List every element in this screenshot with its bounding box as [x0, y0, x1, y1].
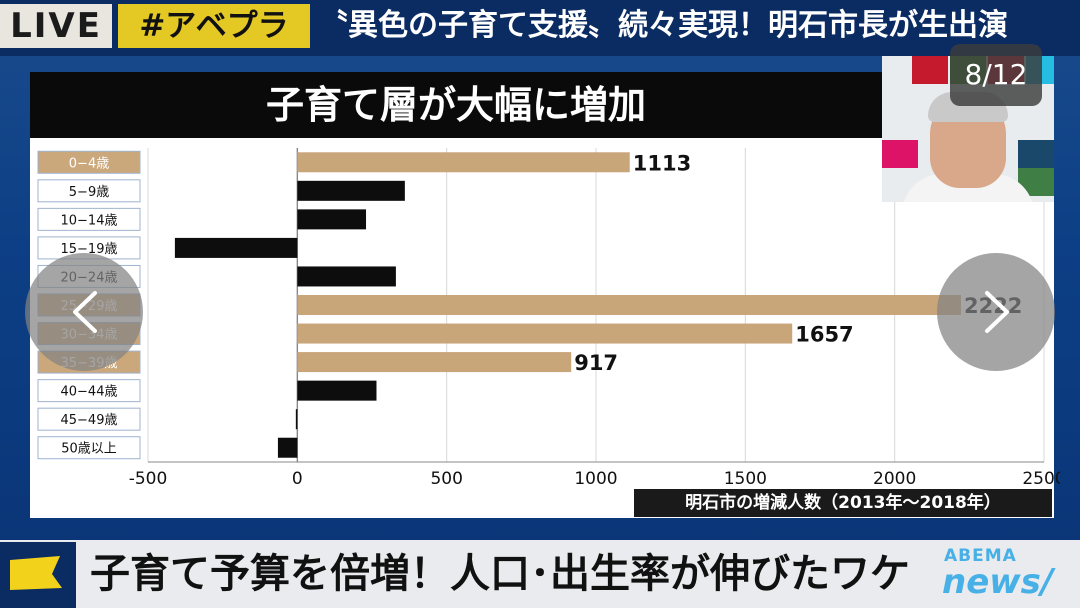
x-tick-label: 0 — [292, 469, 303, 489]
category-label-box — [37, 179, 141, 203]
bottom-bar — [0, 540, 1080, 608]
bottom-headline: 子育て予算を倍増！人口･出生率が伸びたワケ — [90, 551, 910, 597]
x-tick-label: 500 — [430, 469, 462, 489]
data-label: 1113 — [633, 151, 691, 175]
hashtag-badge: #アベプラ — [118, 4, 310, 48]
bar — [297, 380, 377, 401]
data-label: 917 — [574, 351, 618, 375]
data-label: 1657 — [795, 323, 853, 347]
category-label-box — [37, 436, 141, 460]
category-label-box — [37, 379, 141, 403]
live-badge: LIVE — [0, 4, 112, 48]
bar — [297, 180, 405, 201]
x-tick-label: 1000 — [574, 469, 617, 489]
ticker-headline: 〝異色の子育て支援〟続々実現！明石市長が生出演 — [318, 8, 1008, 43]
category-label: 10−14歳 — [61, 213, 118, 228]
category-label: 45−49歳 — [61, 413, 118, 428]
category-label-box — [37, 207, 141, 231]
x-tick-label: -500 — [129, 469, 168, 489]
category-label: 40−44歳 — [61, 385, 118, 400]
logo-bottom-text: news/ — [942, 562, 1054, 602]
category-label-box — [37, 407, 141, 431]
next-slide-button[interactable] — [937, 253, 1055, 371]
bar — [174, 237, 298, 258]
logo-top-text: ABEMA — [944, 546, 1017, 566]
chart-title: 子育て層が大幅に増加 — [30, 72, 882, 138]
category-label: 50歳以上 — [61, 442, 117, 457]
flag-icon — [10, 556, 62, 590]
bar — [297, 266, 396, 287]
bar — [277, 437, 298, 458]
category-label: 0−4歳 — [69, 156, 109, 171]
top-ticker: LIVE #アベプラ 〝異色の子育て支援〟続々実現！明石市長が生出演 — [0, 0, 1080, 56]
bar — [297, 152, 630, 173]
page-counter: 8/12 — [950, 44, 1042, 106]
x-tick-label: 1500 — [724, 469, 767, 489]
category-label-box — [37, 150, 141, 174]
chevron-left-icon — [73, 291, 97, 333]
category-label: 5−9歳 — [69, 185, 109, 200]
bar — [297, 323, 793, 344]
bar — [297, 209, 367, 230]
bar — [297, 352, 572, 373]
bar — [297, 295, 961, 315]
x-tick-label: 2000 — [873, 469, 916, 489]
chevron-right-icon — [985, 291, 1009, 333]
bar — [295, 409, 298, 430]
chart-caption: 明石市の増減人数（2013年〜2018年） — [634, 489, 1052, 517]
abema-news-logo: ABEMA news/ — [934, 544, 1080, 606]
prev-slide-button[interactable] — [25, 253, 143, 371]
flag-badge — [0, 542, 76, 608]
